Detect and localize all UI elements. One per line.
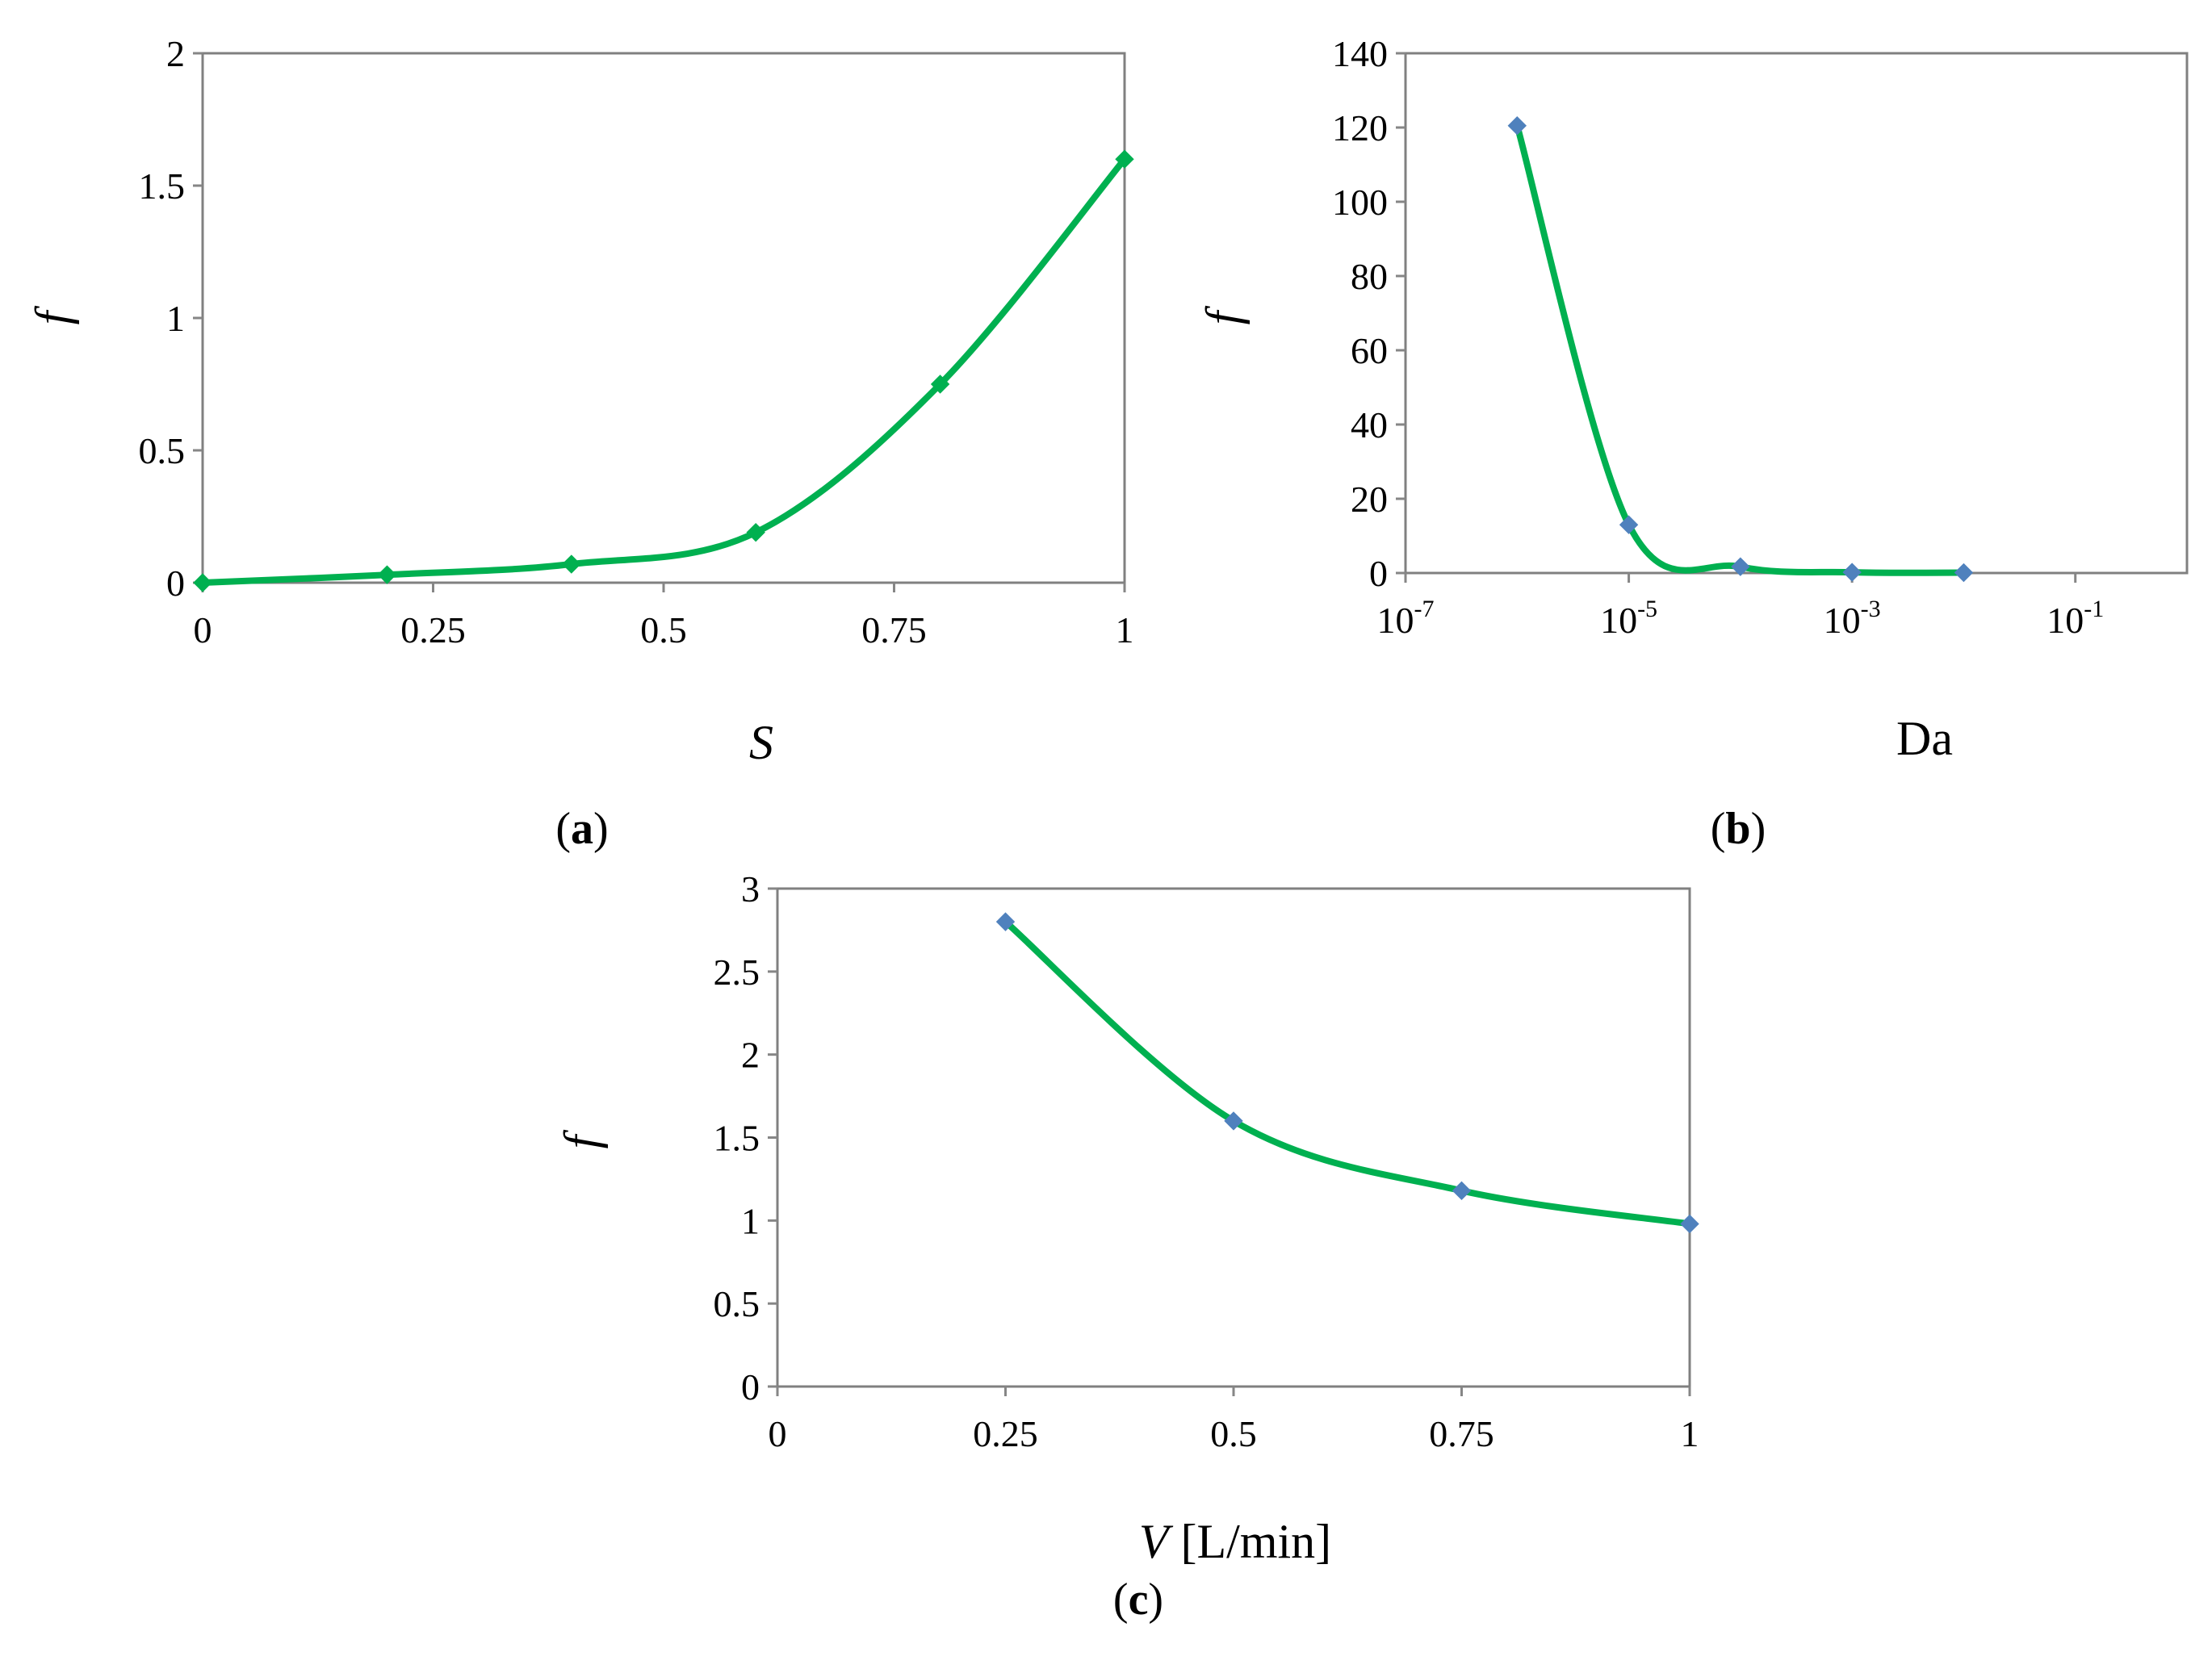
y-tick-label: 0.5 — [714, 1283, 760, 1324]
x-axis-title: V [L/min] — [1139, 1515, 1331, 1568]
data-point — [930, 374, 950, 394]
x-tick-label: 10-1 — [2047, 596, 2104, 641]
data-point — [1680, 1214, 1699, 1234]
x-tick-label: 10-5 — [1600, 596, 1657, 641]
y-tick-label: 1 — [166, 298, 185, 339]
x-tick-label: 10-3 — [1824, 596, 1881, 641]
y-tick-label: 0 — [166, 563, 185, 604]
y-tick-label: 100 — [1332, 182, 1388, 223]
y-tick-label: 0 — [1369, 553, 1388, 594]
data-point — [193, 573, 212, 592]
y-tick-label: 2 — [741, 1035, 760, 1076]
data-point — [562, 554, 581, 574]
y-tick-label: 0.5 — [139, 430, 186, 471]
x-tick-label: 0.25 — [400, 609, 466, 650]
plot-area-c — [776, 887, 1691, 1388]
y-tick-label: 140 — [1332, 33, 1388, 74]
y-tick-label: 3 — [741, 868, 760, 910]
y-tick-label: 2.5 — [714, 952, 760, 993]
x-axis-title: S — [749, 716, 773, 769]
x-axis-title: Da — [1896, 712, 1953, 765]
y-axis-title: f — [1196, 305, 1250, 324]
x-tick-label: 0.25 — [973, 1413, 1038, 1454]
panel-label-b: (b) — [1711, 804, 1766, 854]
series-line — [199, 156, 1128, 586]
data-point — [1954, 563, 1974, 583]
y-tick-label: 1.5 — [714, 1118, 760, 1159]
y-tick-label: 0 — [741, 1366, 760, 1408]
y-tick-label: 60 — [1351, 330, 1388, 371]
y-tick-label: 40 — [1351, 404, 1388, 445]
x-tick-label: 10-7 — [1377, 596, 1435, 641]
y-tick-label: 20 — [1351, 479, 1388, 520]
data-point — [1224, 1111, 1243, 1131]
x-tick-label: 0.75 — [861, 609, 927, 650]
series-line — [1514, 122, 1967, 576]
x-tick-label: 0 — [194, 609, 212, 650]
panel-label-c: (c) — [1113, 1575, 1163, 1625]
x-tick-label: 0.5 — [640, 609, 687, 650]
data-point — [1731, 557, 1750, 576]
y-tick-label: 80 — [1351, 256, 1388, 297]
x-tick-label: 1 — [1116, 609, 1134, 650]
series-line — [1002, 918, 1693, 1228]
data-point — [1619, 515, 1639, 534]
data-point — [1507, 115, 1527, 136]
x-tick-label: 0.75 — [1429, 1413, 1494, 1454]
data-point — [995, 912, 1016, 931]
y-axis-title: f — [555, 1129, 608, 1148]
y-tick-label: 1.5 — [139, 165, 186, 207]
data-point — [1452, 1181, 1472, 1201]
y-tick-label: 120 — [1332, 107, 1388, 148]
plot-area-b — [1404, 52, 2189, 575]
plot-area-a — [201, 52, 1126, 584]
chart-a: 0 0.5 1 1.5 2 0 0.25 0.5 0.75 1 Sf (a) — [26, 33, 1134, 854]
data-point — [1115, 149, 1134, 169]
y-tick-label: 1 — [741, 1200, 760, 1241]
chart-c: 0 0.5 1 1.5 2 2.5 3 0 0.25 0.5 0.75 1 V [L/min] f (c) — [555, 868, 1699, 1625]
data-point — [746, 522, 765, 542]
y-tick-label: 2 — [166, 33, 185, 74]
x-tick-label: 0 — [769, 1413, 787, 1454]
panel-label-a: (a) — [555, 804, 608, 854]
data-point — [377, 565, 397, 584]
x-tick-label: 1 — [1681, 1413, 1699, 1454]
chart-b: 0 20 40 60 80 100 120 140 10-7 10-5 10-3 10-1 Da f (b) — [1196, 33, 2189, 854]
x-tick-label: 0.5 — [1210, 1413, 1257, 1454]
y-axis-title: f — [26, 305, 79, 324]
data-point — [1842, 563, 1862, 582]
